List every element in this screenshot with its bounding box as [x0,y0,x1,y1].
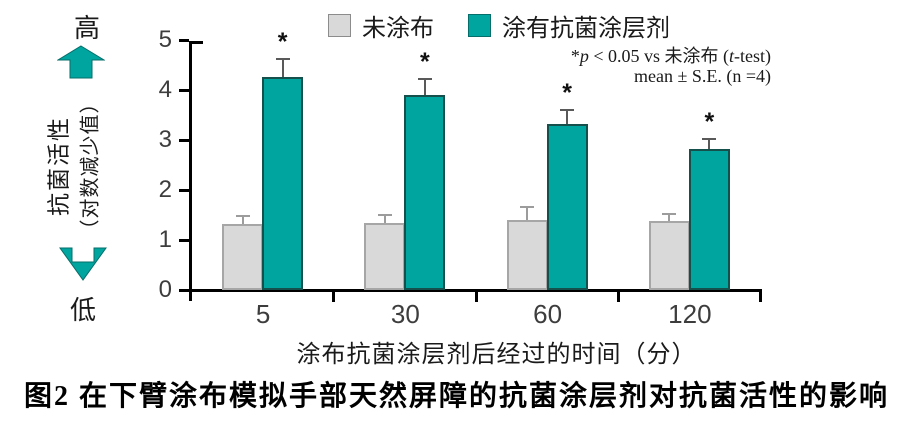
error-bar-cap-uncoated-30 [377,214,392,216]
error-bar-cap-coated-5 [275,57,290,60]
y-tick [179,89,189,92]
stats-annotation: *p < 0.05 vs 未涂布 (t-test) mean ± S.E. (n… [571,46,771,86]
y-axis-low-label: 低 [70,296,97,325]
x-tick [474,292,478,302]
legend: 未涂布 涂有抗菌涂层剂 [328,8,670,43]
legend-swatch-uncoated [328,14,351,37]
y-axis-high-label: 高 [74,14,101,43]
x-tick-label-5: 5 [255,299,271,329]
y-axis-top-cap [192,41,203,44]
bar-coated-60 [546,123,588,290]
x-tick [332,292,336,302]
y-tick-label: 2 [158,176,172,203]
error-bar-line-uncoated-120 [668,212,671,221]
legend-label-coated: 涂有抗菌涂层剂 [502,16,670,42]
error-bar-cap-uncoated-5 [235,215,250,217]
y-axis [189,41,192,301]
legend-swatch-coated [468,14,491,37]
y-tick [179,239,189,242]
error-bar-cap-coated-60 [560,108,575,111]
up-arrow-icon [57,45,105,79]
bar-uncoated-30 [364,222,406,290]
error-bar-line-coated-60 [566,108,569,124]
significance-star-30: * [420,47,430,76]
x-tick [759,292,762,302]
error-bar-line-coated-5 [281,57,284,77]
figure-caption: 图2 在下臂涂布模拟手部天然屏障的抗菌涂层剂对抗菌活性的影响 [24,381,890,412]
y-tick-label: 5 [158,26,172,53]
bar-coated-30 [404,95,446,290]
y-tick-label: 1 [158,226,172,253]
y-tick-label: 0 [158,276,172,303]
y-tick [179,189,189,192]
stats-annotation-line2: mean ± S.E. (n =4) [633,66,771,87]
x-axis-title: 涂布抗菌涂层剂后经过的时间（分） [296,342,697,368]
error-bar-line-uncoated-5 [241,215,244,224]
error-bar-cap-coated-120 [702,138,717,140]
y-tick [179,39,189,42]
bar-uncoated-60 [506,219,548,290]
error-bar-line-uncoated-60 [526,205,529,220]
bar-coated-120 [688,148,730,290]
bar-coated-5 [262,76,304,290]
x-tick [616,292,620,302]
error-bar-line-coated-30 [423,77,426,95]
significance-star-5: * [277,27,288,56]
x-tick-label-30: 30 [390,299,420,329]
down-arrow-icon [59,247,107,281]
legend-item-uncoated: 未涂布 [328,8,434,43]
error-bar-line-uncoated-30 [383,214,386,223]
error-bar-line-coated-120 [708,138,711,149]
error-bar-cap-uncoated-120 [662,212,677,215]
y-tick [179,139,189,142]
x-axis [189,289,762,292]
legend-label-uncoated: 未涂布 [362,16,434,42]
x-tick-label-120: 120 [668,299,712,329]
x-tick-label-60: 60 [533,299,563,329]
error-bar-cap-uncoated-60 [520,205,535,208]
legend-item-coated: 涂有抗菌涂层剂 [468,8,670,43]
error-bar-cap-coated-30 [417,77,432,80]
significance-star-120: * [704,108,715,136]
bar-uncoated-5 [222,223,264,290]
stats-annotation-line1: *p < 0.05 vs 未涂布 (t-test) [570,46,771,66]
bar-uncoated-120 [648,221,690,290]
y-tick [179,289,189,292]
significance-star-60: * [562,78,572,107]
y-tick-label: 4 [158,76,172,103]
y-tick-label: 3 [158,126,172,153]
